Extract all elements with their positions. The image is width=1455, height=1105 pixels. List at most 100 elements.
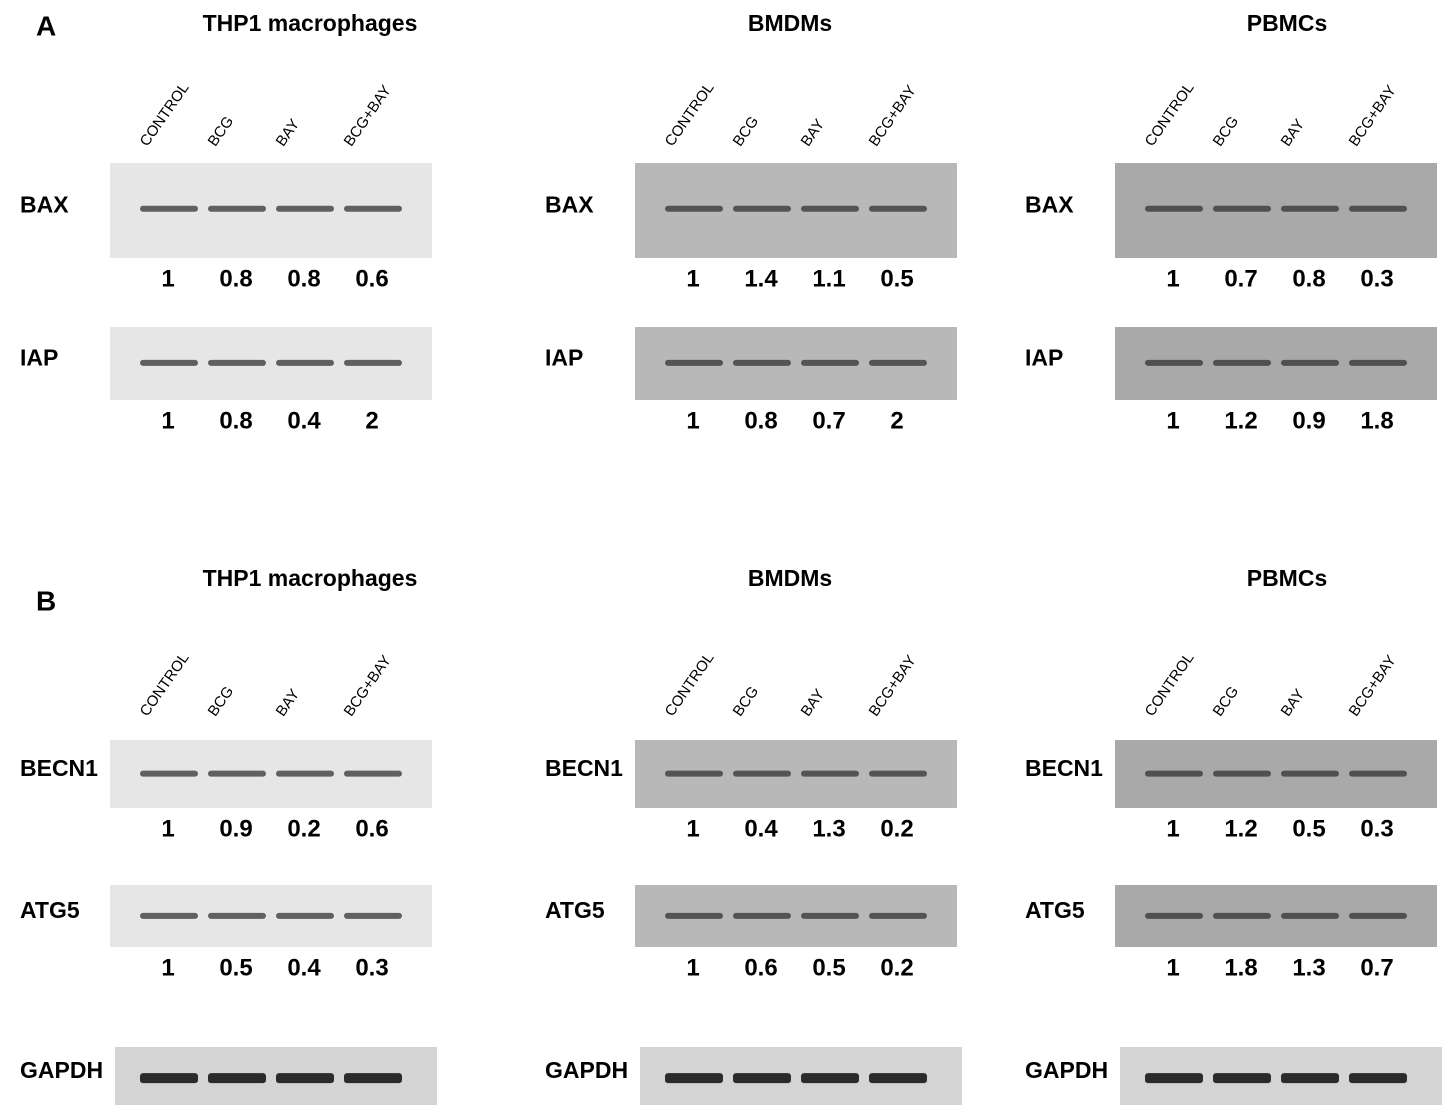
band xyxy=(665,359,723,366)
lane-label: BAY xyxy=(798,116,829,149)
protein-label: IAP xyxy=(20,345,58,371)
quant-value: 1.2 xyxy=(1224,815,1257,842)
band xyxy=(344,359,402,366)
band xyxy=(869,205,927,212)
band xyxy=(276,770,334,777)
quant-value: 1 xyxy=(161,407,174,434)
quant-value: 1 xyxy=(1166,954,1179,981)
band xyxy=(1349,205,1407,212)
protein-label: GAPDH xyxy=(20,1057,103,1083)
quant-value: 1 xyxy=(161,265,174,292)
quant-value: 0.6 xyxy=(355,815,388,842)
band xyxy=(1145,1073,1203,1084)
quant-value: 0.8 xyxy=(1292,265,1325,292)
quant-value: 0.5 xyxy=(812,954,845,981)
protein-label: BECN1 xyxy=(545,755,623,781)
quant-value: 0.3 xyxy=(1360,265,1393,292)
band xyxy=(1281,359,1339,366)
band xyxy=(140,205,198,212)
lane-label: BCG xyxy=(205,683,238,719)
quant-value: 0.2 xyxy=(287,815,320,842)
quant-value: 2 xyxy=(365,407,378,434)
band xyxy=(801,359,859,366)
blot-title: BMDMs xyxy=(748,565,832,591)
lane-label: BCG+BAY xyxy=(341,82,395,149)
lane-label: BAY xyxy=(1278,686,1309,719)
band xyxy=(665,1073,723,1084)
quant-value: 1 xyxy=(686,407,699,434)
quant-value: 1 xyxy=(686,815,699,842)
protein-label: GAPDH xyxy=(545,1057,628,1083)
band xyxy=(665,770,723,777)
band xyxy=(869,770,927,777)
lane-label: BAY xyxy=(273,116,304,149)
quant-value: 0.3 xyxy=(355,954,388,981)
quant-value: 0.2 xyxy=(880,815,913,842)
band xyxy=(733,205,791,212)
band xyxy=(276,1073,334,1084)
blot-title: BMDMs xyxy=(748,10,832,36)
lane-label: CONTROL xyxy=(1142,650,1198,720)
band xyxy=(733,770,791,777)
lane-label: BCG+BAY xyxy=(1346,82,1400,149)
quant-value: 1 xyxy=(1166,265,1179,292)
band xyxy=(665,205,723,212)
blot-title: THP1 macrophages xyxy=(203,10,418,36)
protein-label: BAX xyxy=(20,192,69,218)
band xyxy=(869,912,927,919)
quant-value: 1.3 xyxy=(812,815,845,842)
blot-title: PBMCs xyxy=(1247,565,1328,591)
band xyxy=(344,1073,402,1084)
quant-value: 1.1 xyxy=(812,265,845,292)
quant-value: 0.6 xyxy=(355,265,388,292)
protein-label: IAP xyxy=(545,345,583,371)
band xyxy=(869,1073,927,1084)
lane-label: CONTROL xyxy=(137,650,193,720)
lane-label: CONTROL xyxy=(137,80,193,150)
protein-label: IAP xyxy=(1025,345,1063,371)
quant-value: 0.3 xyxy=(1360,815,1393,842)
protein-label: ATG5 xyxy=(1025,897,1085,923)
band xyxy=(140,912,198,919)
quant-value: 1.8 xyxy=(1224,954,1257,981)
band xyxy=(1349,912,1407,919)
quant-value: 0.9 xyxy=(219,815,252,842)
band xyxy=(276,205,334,212)
lane-label: BAY xyxy=(1278,116,1309,149)
lane-label: BCG xyxy=(205,113,238,149)
quant-value: 2 xyxy=(890,407,903,434)
protein-label: BAX xyxy=(1025,192,1074,218)
band xyxy=(1349,1073,1407,1084)
band xyxy=(208,770,266,777)
quant-value: 1.4 xyxy=(744,265,778,292)
quant-value: 1 xyxy=(161,815,174,842)
band xyxy=(208,205,266,212)
protein-label: GAPDH xyxy=(1025,1057,1108,1083)
band xyxy=(665,912,723,919)
band xyxy=(344,205,402,212)
protein-label: BECN1 xyxy=(20,755,98,781)
band xyxy=(344,912,402,919)
panel-label: A xyxy=(36,10,56,41)
quant-value: 0.9 xyxy=(1292,407,1325,434)
band xyxy=(208,912,266,919)
band xyxy=(276,359,334,366)
lane-label: CONTROL xyxy=(1142,80,1198,150)
band xyxy=(208,359,266,366)
lane-label: CONTROL xyxy=(662,80,718,150)
quant-value: 0.4 xyxy=(287,954,321,981)
band xyxy=(1213,1073,1271,1084)
band xyxy=(140,1073,198,1084)
band xyxy=(1281,205,1339,212)
quant-value: 0.7 xyxy=(812,407,845,434)
quant-value: 0.6 xyxy=(744,954,777,981)
quant-value: 0.2 xyxy=(880,954,913,981)
protein-label: BECN1 xyxy=(1025,755,1103,781)
band xyxy=(801,770,859,777)
quant-value: 0.4 xyxy=(744,815,778,842)
quant-value: 1 xyxy=(686,954,699,981)
lane-label: BCG xyxy=(1210,113,1243,149)
quant-value: 0.5 xyxy=(1292,815,1325,842)
panel-label: B xyxy=(36,585,56,616)
band xyxy=(1213,912,1271,919)
